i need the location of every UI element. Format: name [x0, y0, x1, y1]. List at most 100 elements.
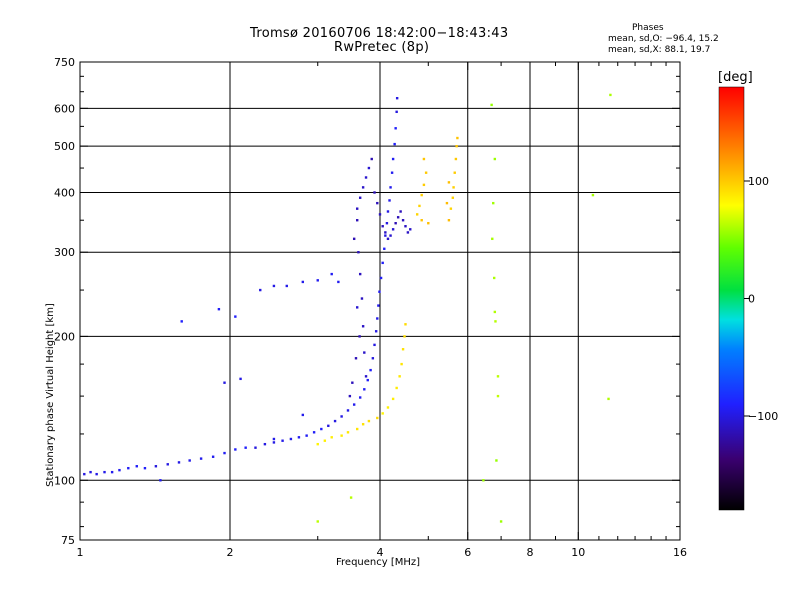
echo-point: [495, 459, 498, 462]
echo-point: [361, 325, 365, 328]
echo-point: [166, 463, 169, 466]
echo-point: [455, 144, 458, 148]
echo-point: [391, 397, 395, 401]
echo-point: [420, 193, 423, 197]
echo-point: [385, 222, 389, 225]
echo-point: [390, 171, 394, 174]
echo-point: [364, 176, 368, 179]
echo-point: [391, 228, 395, 231]
echo-point: [360, 297, 364, 300]
echo-point: [377, 304, 380, 307]
echo-point: [378, 213, 382, 216]
echo-point: [401, 348, 405, 351]
echo-point: [482, 479, 485, 482]
echo-point: [418, 204, 421, 208]
echo-point: [491, 237, 494, 241]
phases-o-stats: mean, sd,O: −96.4, 15.2: [608, 34, 719, 44]
echo-point: [327, 424, 330, 428]
chart-title-line2: RwPretec (8p): [334, 40, 430, 55]
colorbar-tick-label: 100: [748, 175, 769, 188]
echo-point: [609, 93, 612, 97]
echo-point: [393, 142, 396, 146]
echo-point: [316, 442, 319, 446]
echo-point: [445, 201, 449, 205]
x-tick-label: 10: [571, 546, 585, 559]
echo-point: [386, 237, 390, 241]
echo-point: [400, 362, 403, 366]
x-tick-label: 4: [377, 546, 384, 559]
echo-point: [395, 110, 398, 114]
echo-point: [399, 210, 402, 213]
echo-point: [285, 284, 288, 288]
echo-point: [369, 368, 372, 372]
x-axis-label: Frequency [MHz]: [336, 557, 421, 568]
echo-point: [376, 317, 379, 320]
echo-point: [188, 459, 191, 462]
y-tick-label: 300: [54, 246, 75, 259]
echo-point: [386, 406, 390, 409]
echo-point: [499, 520, 503, 523]
y-tick-label: 100: [54, 474, 75, 487]
echo-point: [492, 201, 495, 205]
echo-point: [363, 388, 366, 391]
echo-point: [447, 181, 451, 184]
echo-point: [143, 466, 147, 470]
echo-point: [364, 375, 368, 378]
echo-point: [394, 222, 397, 225]
echo-point: [239, 377, 242, 381]
echo-point: [406, 231, 410, 234]
echo-point: [346, 409, 350, 412]
x-tick-label: 8: [527, 546, 534, 559]
echo-point: [361, 186, 365, 189]
colorbar-tick-label: −100: [748, 410, 778, 423]
echo-point: [424, 171, 428, 174]
echo-point: [363, 351, 366, 354]
series-group: [348, 157, 412, 398]
echo-point: [312, 431, 316, 434]
echo-point: [371, 357, 375, 360]
echo-point: [272, 284, 276, 288]
echo-point: [211, 455, 215, 458]
echo-point: [316, 279, 319, 282]
phases-title: Phases: [632, 23, 664, 33]
echo-point: [330, 272, 333, 276]
series-group: [159, 272, 340, 482]
echo-point: [355, 207, 359, 210]
echo-point: [454, 157, 458, 161]
y-tick-label: 200: [54, 330, 75, 343]
echo-point: [358, 196, 362, 199]
echo-point: [394, 127, 397, 130]
echo-point: [234, 315, 237, 318]
echo-point: [376, 416, 379, 420]
y-tick-label: 500: [54, 140, 75, 153]
colorbar-ticks: 100 0 −100: [744, 175, 778, 423]
echo-point: [346, 431, 350, 434]
echo-point: [384, 234, 387, 237]
echo-point: [383, 247, 386, 250]
chart-title-line1: Tromsø 20160706 18:42:00−18:43:43: [250, 26, 509, 41]
y-tick-label: 750: [54, 56, 75, 69]
echo-point: [352, 403, 356, 406]
echo-point: [135, 465, 138, 468]
echo-point: [180, 320, 183, 323]
echo-point: [254, 446, 257, 449]
echo-point: [492, 276, 496, 280]
echo-point: [355, 427, 359, 431]
echo-point: [357, 251, 360, 254]
echo-point: [259, 288, 262, 292]
echo-point: [358, 396, 362, 399]
echo-point: [370, 157, 373, 161]
echo-point: [263, 442, 267, 446]
echo-point: [401, 219, 405, 222]
echo-point: [490, 103, 493, 107]
echo-point: [376, 201, 379, 205]
echo-point: [381, 261, 384, 265]
echo-point: [384, 231, 387, 234]
colorbar-unit-label: [deg]: [718, 70, 753, 85]
y-axis-ticks: 75 100 200 300 400 500 600 750: [54, 56, 680, 547]
echo-point: [366, 378, 369, 382]
echo-point: [496, 394, 500, 398]
y-tick-label: 400: [54, 186, 75, 199]
echo-point: [493, 310, 497, 314]
